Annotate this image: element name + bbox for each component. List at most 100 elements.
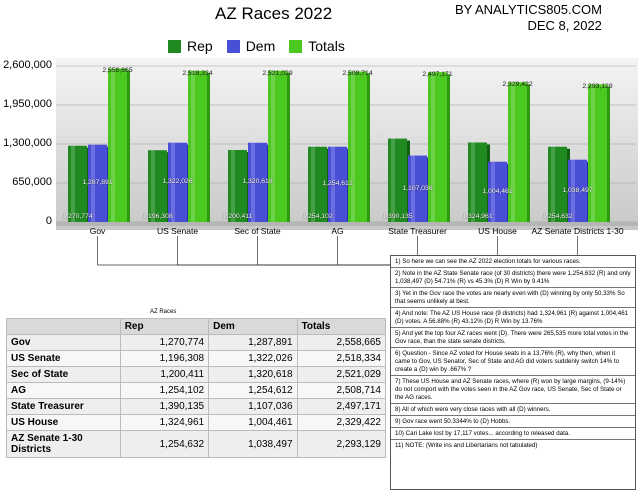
table-row-label: US Senate xyxy=(6,350,121,367)
data-label-totals: 2,558,665 xyxy=(102,67,133,75)
bar-highlight xyxy=(191,70,195,222)
table-header-cell: Totals xyxy=(296,318,387,335)
table-cell: 1,200,411 xyxy=(119,366,210,383)
table-row-label: AG xyxy=(6,382,121,399)
table-row-label: Sec of State xyxy=(6,366,121,383)
table-cell: 2,508,714 xyxy=(296,382,387,399)
category-label: AZ Senate Districts 1-30 xyxy=(531,226,624,236)
bar-highlight xyxy=(391,138,395,222)
table-cell: 1,004,461 xyxy=(208,414,298,431)
table-header-cell: Rep xyxy=(119,318,210,335)
chart-floor xyxy=(56,222,638,226)
data-label-totals: 2,518,334 xyxy=(182,69,213,77)
bar-dem xyxy=(568,159,587,222)
note-item: 5) And yet the top four AZ races went (D… xyxy=(391,328,635,348)
table-row: US Senate 1,196,308 1,322,026 2,518,334 xyxy=(6,350,387,367)
note-item: 1) So here we can see the AZ 2022 electi… xyxy=(391,256,635,268)
legend: Rep Dem Totals xyxy=(168,38,345,54)
bar-totals xyxy=(508,82,527,222)
category-label: State Treasurer xyxy=(388,226,447,236)
table-cell: 1,254,632 xyxy=(119,430,210,458)
table-cell: 1,322,026 xyxy=(208,350,298,367)
bar-highlight xyxy=(71,145,75,222)
bar-highlight xyxy=(591,84,595,222)
table-row: AZ Senate 1-30 Districts 1,254,632 1,038,4… xyxy=(6,430,387,458)
data-label-dem: 1,320,618 xyxy=(242,178,273,186)
data-label-dem: 1,287,891 xyxy=(82,179,113,187)
legend-swatch-totals xyxy=(289,39,303,53)
bar-rep xyxy=(68,145,87,222)
bar-totals xyxy=(428,72,447,222)
byline: BY ANALYTICS805.COM DEC 8, 2022 xyxy=(455,2,602,34)
bar-side xyxy=(287,72,290,223)
notes-panel: 1) So here we can see the AZ 2022 electi… xyxy=(390,255,636,490)
y-tick-label: 650,000 xyxy=(12,176,52,188)
table-row: AG 1,254,102 1,254,612 2,508,714 xyxy=(6,382,387,399)
table-row: Gov 1,270,774 1,287,891 2,558,665 xyxy=(6,334,387,351)
table-cell: 1,254,102 xyxy=(119,382,210,399)
bar-dem xyxy=(488,161,507,222)
bar-highlight xyxy=(511,82,515,222)
table-cell: 2,293,129 xyxy=(296,430,387,458)
legend-swatch-dem xyxy=(226,39,240,53)
bar-highlight xyxy=(571,159,575,222)
legend-label-totals: Totals xyxy=(308,38,345,54)
data-label-rep: 1,254,632 xyxy=(542,213,573,220)
byline-source: BY ANALYTICS805.COM xyxy=(455,2,602,17)
data-label-rep: 1,196,308 xyxy=(142,213,173,220)
table-row: US House 1,324,961 1,004,461 2,329,422 xyxy=(6,414,387,431)
table-header-cell xyxy=(6,318,121,335)
bar-dem xyxy=(328,146,347,222)
y-tick-label: 2,600,000 xyxy=(3,59,52,71)
data-label-rep: 1,254,102 xyxy=(302,213,333,220)
legend-swatch-rep xyxy=(168,39,181,53)
table-row: State Treasurer 1,390,135 1,107,036 2,497,1… xyxy=(6,398,387,415)
note-item: 9) Gov race went 50.3344% to (D) Hobbs. xyxy=(391,416,635,428)
bar-totals xyxy=(268,70,287,223)
data-label-totals: 2,497,171 xyxy=(422,71,453,79)
table-cell: 1,270,774 xyxy=(119,334,210,351)
note-item: 2) Note in the AZ State Senate race (of … xyxy=(391,268,635,288)
data-label-rep: 1,200,411 xyxy=(222,213,253,220)
data-label-dem: 1,107,036 xyxy=(402,184,433,192)
bar-highlight xyxy=(431,72,435,222)
bar-highlight xyxy=(271,70,275,223)
bar-rep xyxy=(468,142,487,222)
bar-highlight xyxy=(171,142,175,222)
table-caption: AZ Races xyxy=(150,309,177,315)
bar-totals xyxy=(188,70,207,222)
bar-highlight xyxy=(471,142,475,222)
bar-rep xyxy=(148,150,167,222)
data-label-totals: 2,293,129 xyxy=(582,83,613,91)
legend-item-totals: Totals xyxy=(289,38,345,54)
legend-label-rep: Rep xyxy=(187,38,213,54)
note-item: 3) Yet in the Gov race the votes are nea… xyxy=(391,288,635,308)
bar-rep xyxy=(308,146,327,222)
bar-side xyxy=(207,72,210,222)
table-cell: 1,107,036 xyxy=(208,398,298,415)
bar-dem xyxy=(168,142,187,222)
bar-highlight xyxy=(351,71,355,222)
bar-dem xyxy=(88,144,107,222)
table-row: Sec of State 1,200,411 1,320,618 2,521,029 xyxy=(6,366,387,383)
table-cell: 2,497,171 xyxy=(296,398,387,415)
legend-item-dem: Dem xyxy=(226,38,275,54)
results-table: Rep Dem Totals Gov 1,270,774 1,287,891 2,55… xyxy=(6,318,387,458)
data-label-dem: 1,322,026 xyxy=(162,178,193,186)
leader-line xyxy=(97,236,390,266)
bar-rep xyxy=(228,149,247,222)
y-tick-label: 1,950,000 xyxy=(3,98,52,110)
category-label: US Senate xyxy=(156,226,199,236)
category-label: AG xyxy=(331,226,344,236)
bar-totals xyxy=(348,71,367,222)
chart-title: AZ Races 2022 xyxy=(215,4,333,23)
table-header-row: Rep Dem Totals xyxy=(6,318,387,335)
data-label-dem: 1,004,461 xyxy=(482,187,513,195)
table-cell: 1,324,961 xyxy=(119,414,210,431)
data-label-totals: 2,508,714 xyxy=(342,70,373,78)
data-label-totals: 2,329,422 xyxy=(502,81,533,89)
bar-side xyxy=(367,73,370,222)
table-row-label: AZ Senate 1-30 Districts xyxy=(6,430,121,458)
data-label-rep: 1,390,135 xyxy=(382,213,413,220)
bar-side xyxy=(607,86,610,222)
